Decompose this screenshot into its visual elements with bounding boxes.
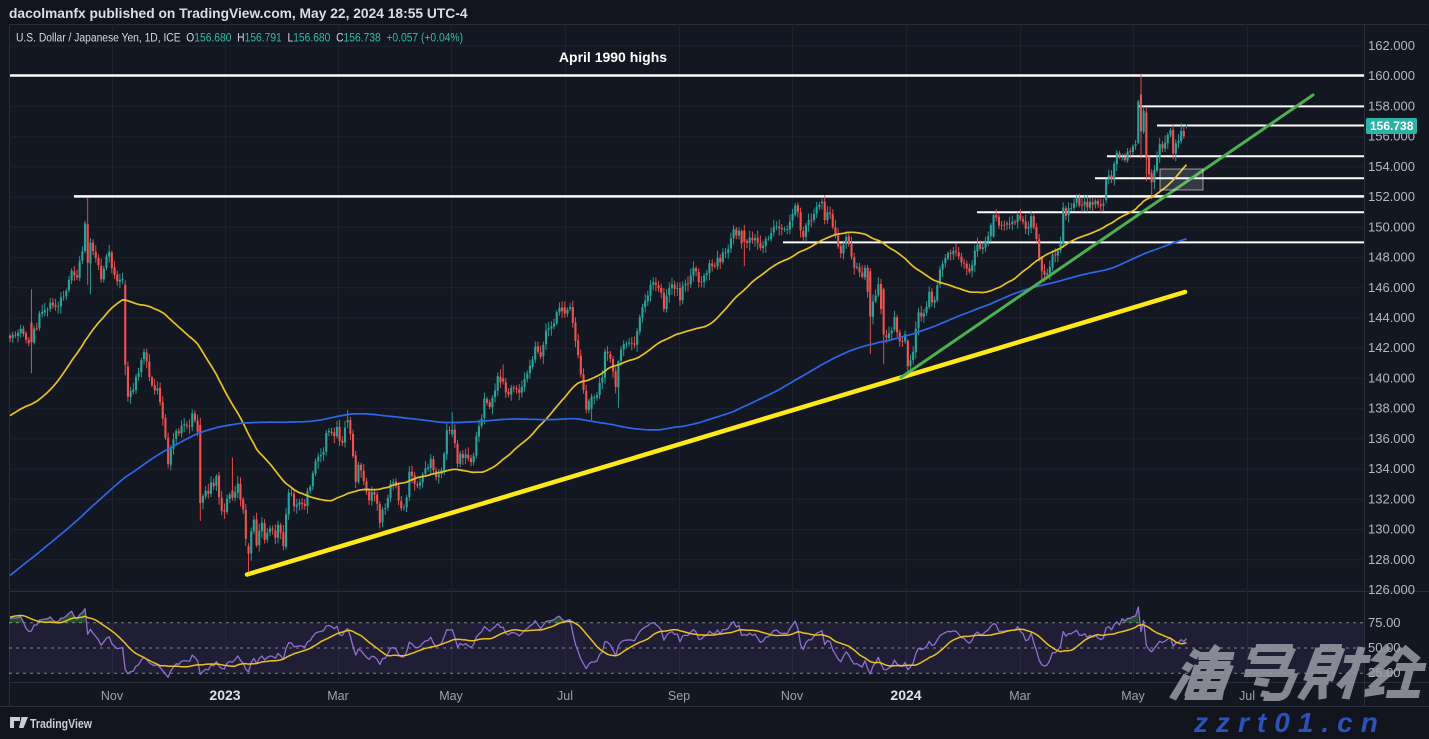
svg-text:146.000: 146.000 [1368,280,1415,295]
svg-text:April 1990 highs: April 1990 highs [559,49,667,65]
svg-text:Nov: Nov [101,689,124,703]
svg-text:140.000: 140.000 [1368,370,1415,385]
svg-text:136.000: 136.000 [1368,431,1415,446]
svg-text:Mar: Mar [1009,689,1031,703]
svg-text:May: May [439,689,463,703]
svg-text:126.000: 126.000 [1368,582,1415,597]
svg-text:TradingView: TradingView [30,716,93,731]
svg-text:Mar: Mar [327,689,349,703]
svg-text:U.S. Dollar / Japanese Yen, 1D: U.S. Dollar / Japanese Yen, 1D, ICE O156… [16,31,463,45]
svg-text:132.000: 132.000 [1368,491,1415,506]
svg-text:128.000: 128.000 [1368,552,1415,567]
svg-text:144.000: 144.000 [1368,310,1415,325]
svg-text:142.000: 142.000 [1368,340,1415,355]
svg-text:148.000: 148.000 [1368,250,1415,265]
svg-text:Sep: Sep [668,689,690,703]
svg-text:138.000: 138.000 [1368,401,1415,416]
svg-text:156.738: 156.738 [1370,119,1414,133]
svg-text:dacolmanfx published on Tradin: dacolmanfx published on TradingView.com,… [9,6,468,21]
svg-text:160.000: 160.000 [1368,68,1415,83]
svg-text:150.000: 150.000 [1368,219,1415,234]
svg-text:75.00: 75.00 [1368,615,1401,630]
svg-text:152.000: 152.000 [1368,189,1415,204]
svg-text:158.000: 158.000 [1368,98,1415,113]
svg-text:130.000: 130.000 [1368,522,1415,537]
svg-text:May: May [1121,689,1145,703]
svg-text:162.000: 162.000 [1368,38,1415,53]
svg-text:Jul: Jul [557,689,573,703]
svg-text:2023: 2023 [209,687,240,703]
svg-text:134.000: 134.000 [1368,461,1415,476]
svg-text:154.000: 154.000 [1368,159,1415,174]
svg-text:Nov: Nov [781,689,804,703]
svg-text:Jul: Jul [1239,689,1255,703]
svg-text:2024: 2024 [890,687,921,703]
svg-text:zzrt01.cn: zzrt01.cn [1193,707,1386,738]
